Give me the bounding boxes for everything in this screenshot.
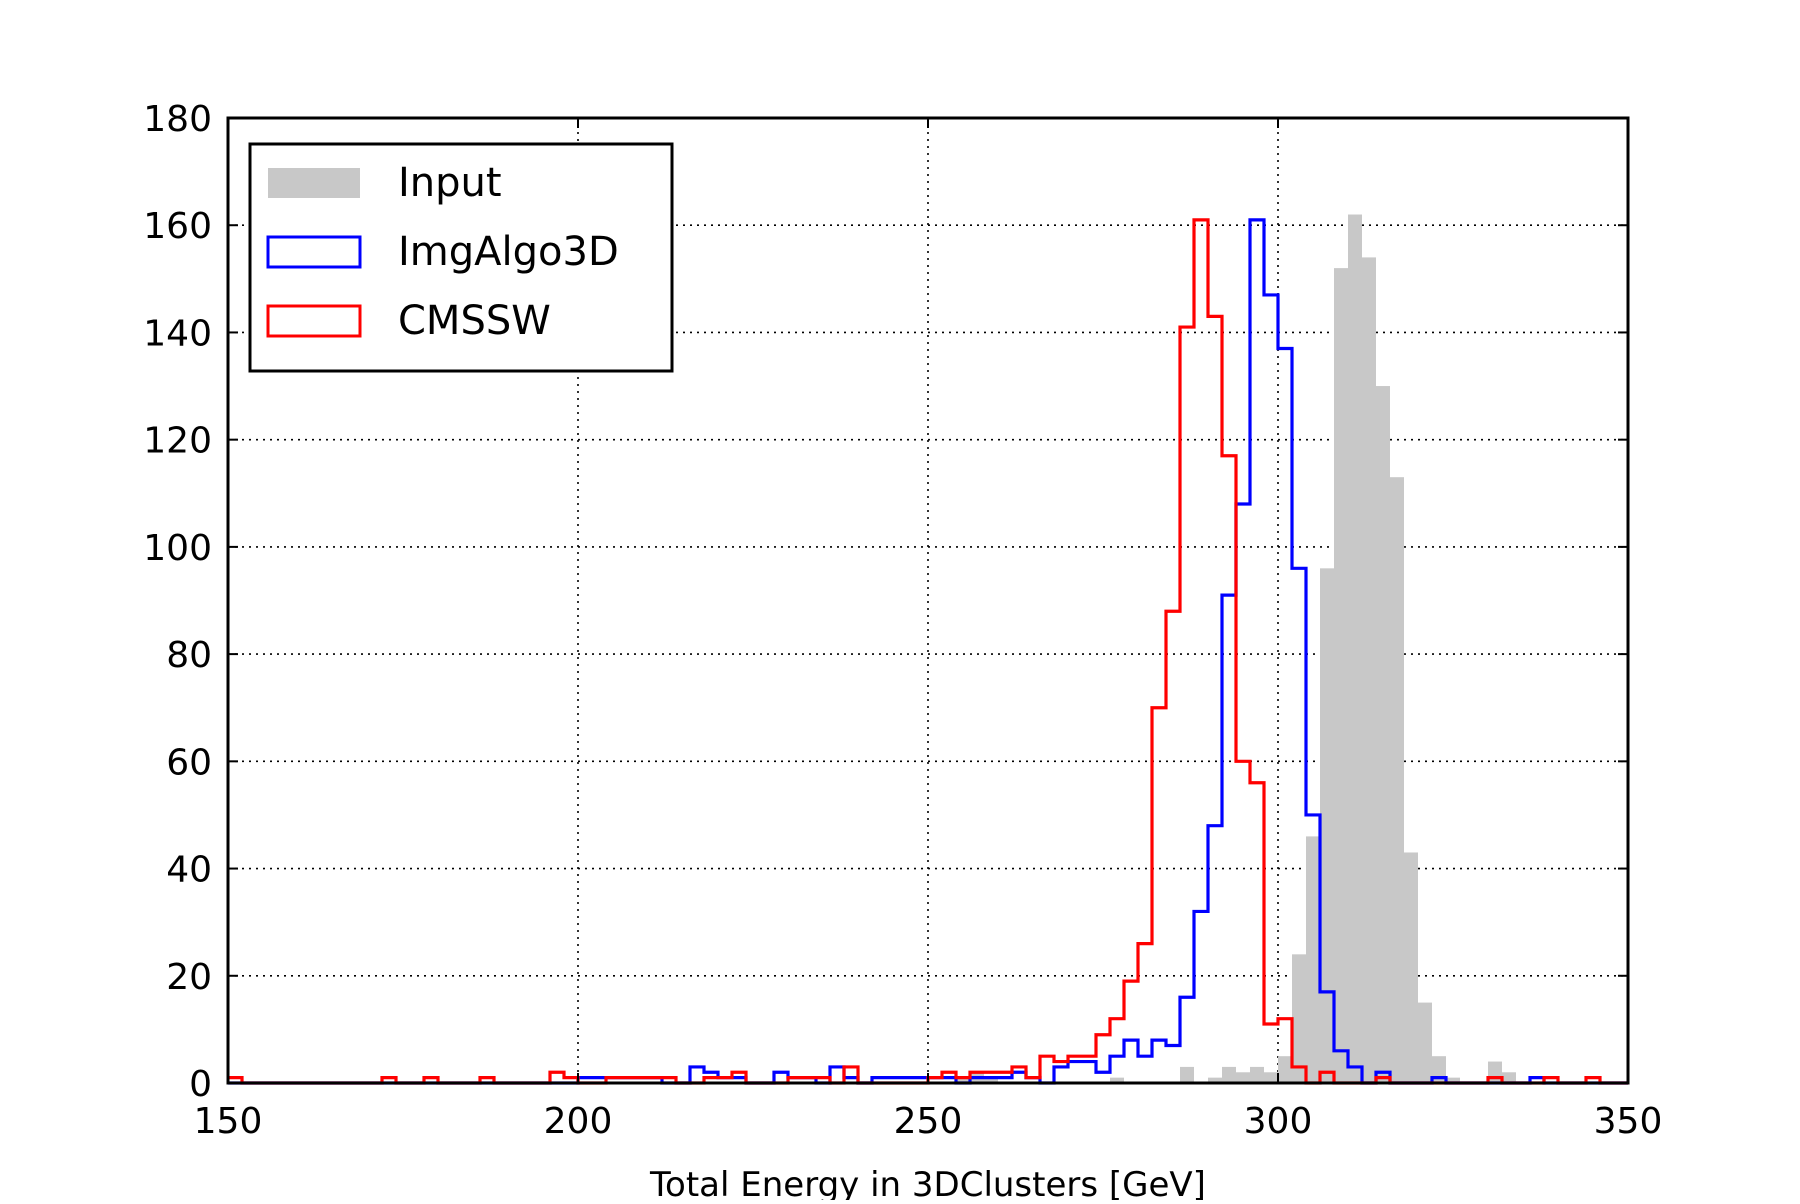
y-tick-label: 80 — [166, 635, 212, 676]
input-bar — [1250, 1066, 1264, 1083]
input-bar — [1376, 386, 1390, 1083]
input-bar — [1320, 568, 1334, 1083]
input-bar — [1180, 1066, 1194, 1083]
y-tick-label: 60 — [166, 742, 212, 783]
input-bar — [1110, 1077, 1124, 1083]
legend-label-imgalgo3d: ImgAlgo3D — [398, 229, 619, 275]
y-tick-label: 100 — [143, 528, 212, 569]
input-bar — [1404, 852, 1418, 1083]
legend-label-input: Input — [398, 160, 502, 206]
y-tick-label: 0 — [189, 1064, 212, 1105]
input-bar — [1306, 836, 1320, 1083]
y-tick-label: 40 — [166, 850, 212, 891]
input-bar — [1292, 954, 1306, 1083]
y-tick-label: 140 — [143, 313, 212, 354]
ticks-layer: 150 200 250 300 350 0 20 40 60 80 100 120 140 160 180 — [143, 99, 1662, 1142]
grid-layer — [228, 118, 1628, 1083]
legend-swatch-input — [268, 168, 360, 198]
x-tick-label: 300 — [1244, 1101, 1313, 1142]
y-tick-label: 180 — [143, 99, 212, 140]
x-tick-label: 350 — [1594, 1101, 1663, 1142]
input-bar — [1334, 268, 1348, 1084]
legend: Input ImgAlgo3D CMSSW — [248, 142, 674, 373]
input-bar — [1236, 1072, 1250, 1083]
legend-swatch-cmssw — [266, 304, 362, 338]
x-tick-label: 150 — [194, 1101, 263, 1142]
input-bar — [1264, 1072, 1278, 1083]
legend-label-cmssw: CMSSW — [398, 298, 551, 344]
x-tick-label: 250 — [894, 1101, 963, 1142]
y-tick-label: 120 — [143, 421, 212, 462]
input-bar — [1390, 477, 1404, 1083]
input-bar — [1488, 1061, 1502, 1083]
x-tick-label: 200 — [544, 1101, 613, 1142]
series-layer — [228, 214, 1628, 1085]
input-bar — [984, 1077, 998, 1083]
x-axis-label: Total Energy in 3DClusters [GeV] — [649, 1165, 1206, 1200]
input-bar — [1502, 1072, 1516, 1083]
input-bar — [1446, 1077, 1460, 1083]
input-bar — [956, 1077, 970, 1083]
y-tick-label: 160 — [143, 206, 212, 247]
input-bar — [1222, 1066, 1236, 1083]
input-bar — [1418, 1002, 1432, 1083]
input-bar — [1348, 214, 1362, 1083]
y-tick-label: 20 — [166, 957, 212, 998]
input-bar — [1362, 257, 1376, 1083]
legend-swatch-imgalgo3d — [266, 235, 362, 269]
input-bar — [1278, 1056, 1292, 1083]
input-bar — [1208, 1077, 1222, 1083]
cmssw-step-line — [228, 218, 1628, 1085]
